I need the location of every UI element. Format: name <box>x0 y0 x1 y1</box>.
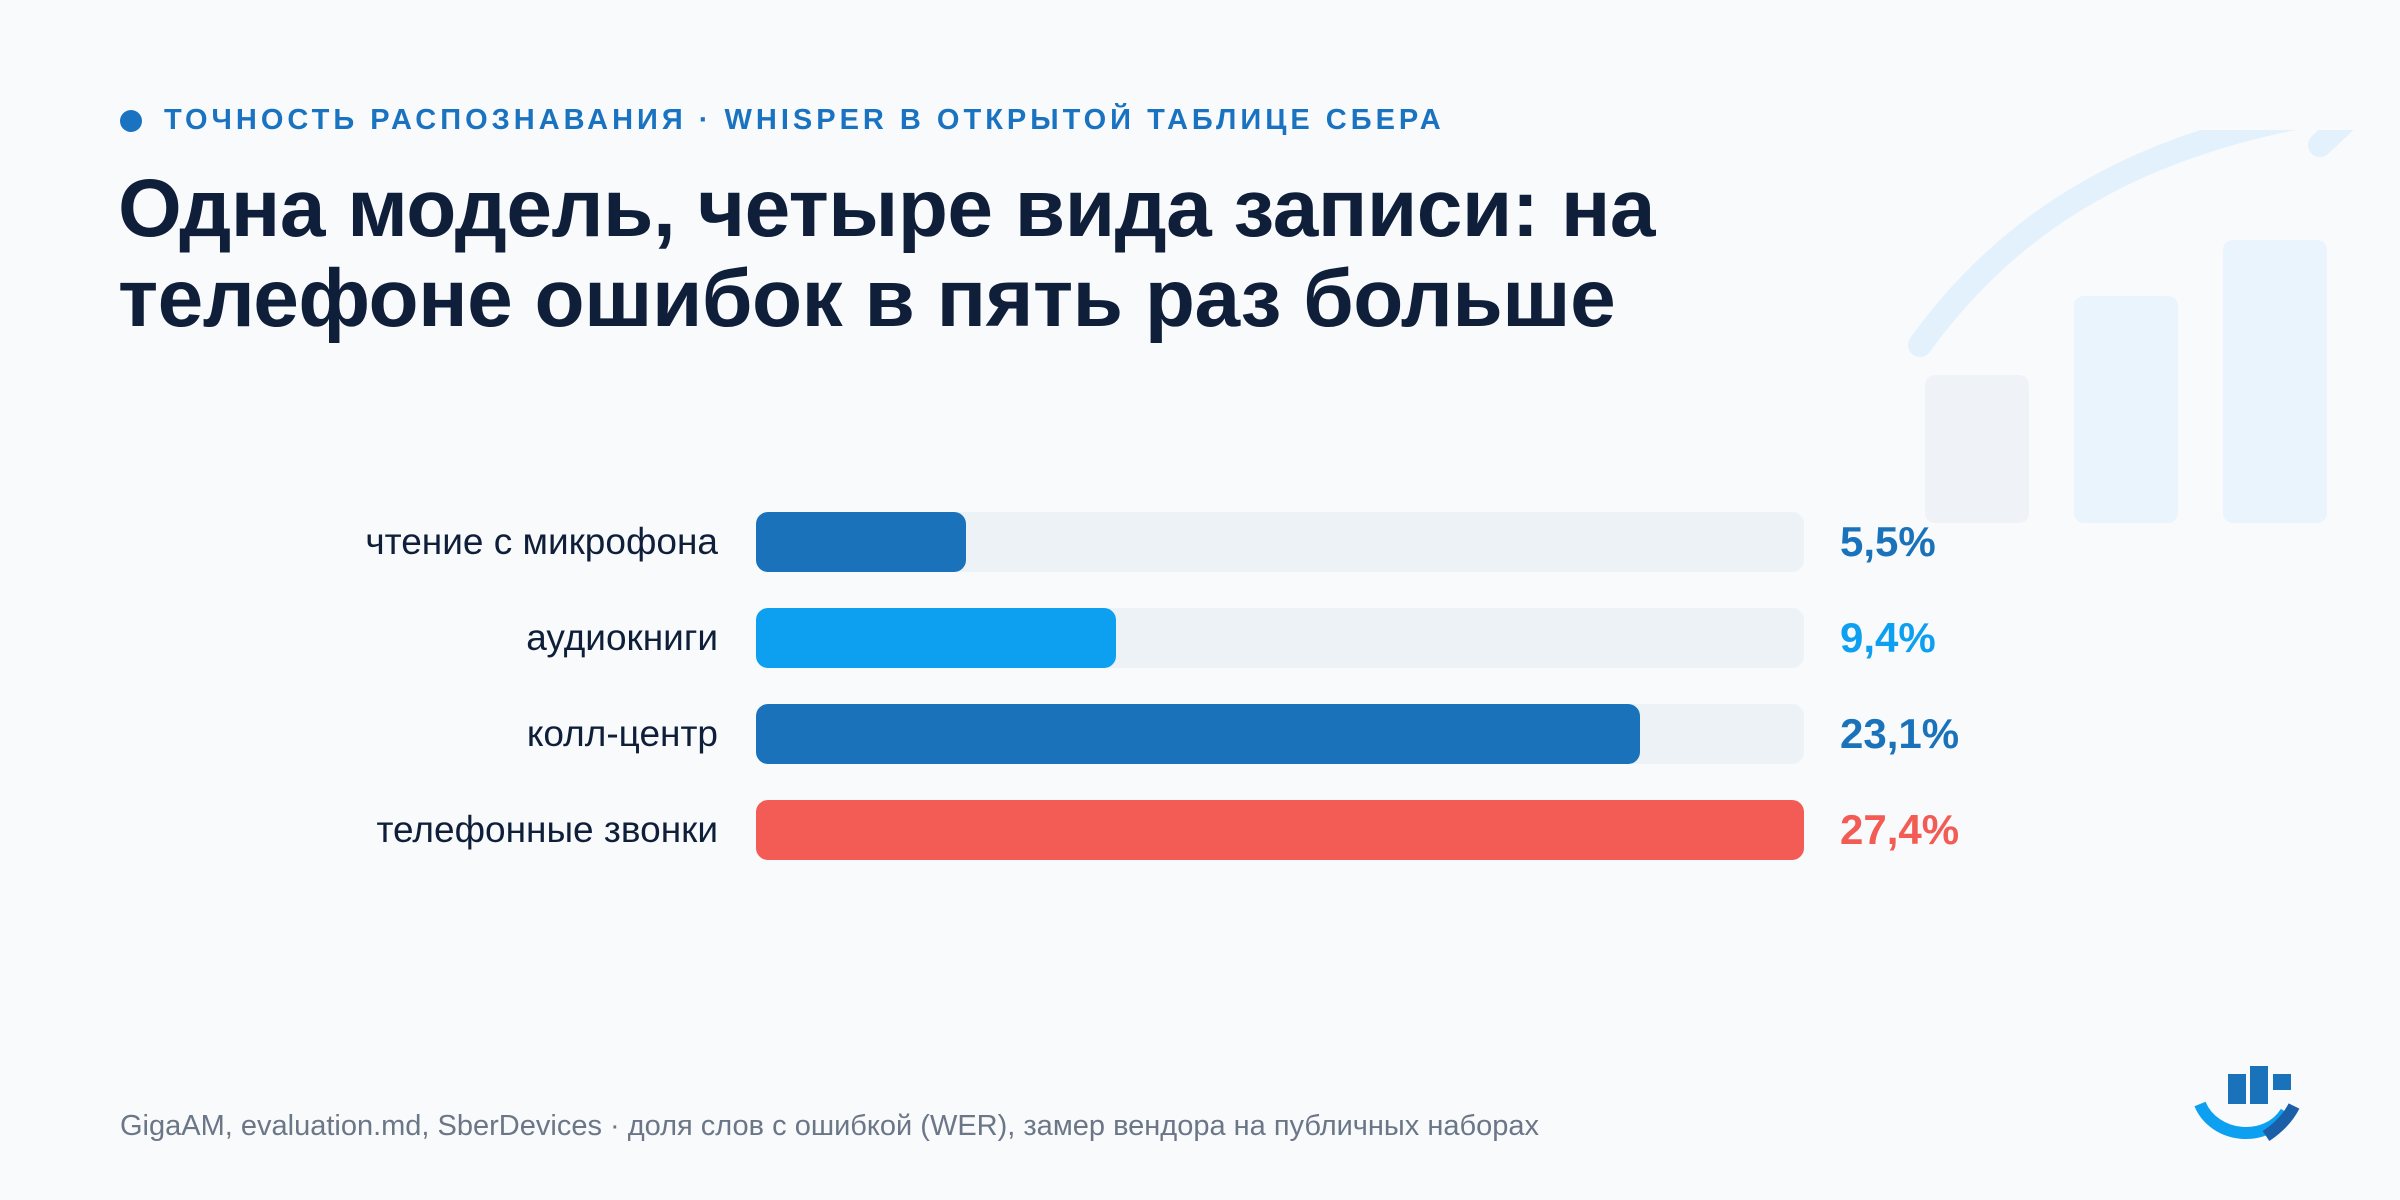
bar <box>756 704 1640 764</box>
bar <box>756 800 1804 860</box>
bar <box>756 608 1116 668</box>
page-title: Одна модель, четыре вида записи: на теле… <box>118 163 1656 344</box>
category-label: аудиокниги <box>526 617 718 658</box>
kicker-text: ТОЧНОСТЬ РАСПОЗНАВАНИЯ · WHISPER В ОТКРЫ… <box>164 104 1445 136</box>
bar-chart-growth-icon <box>1908 130 2354 523</box>
value-label: 23,1% <box>1840 710 1960 757</box>
category-label: колл-центр <box>526 713 718 754</box>
source-note: GigaAM, evaluation.md, SberDevices · дол… <box>120 1110 1539 1142</box>
value-label: 27,4% <box>1840 806 1960 853</box>
kicker-dot-icon <box>120 109 142 132</box>
kicker: ТОЧНОСТЬ РАСПОЗНАВАНИЯ · WHISPER В ОТКРЫ… <box>120 104 1445 137</box>
category-label: телефонные звонки <box>376 809 718 850</box>
logo-icon <box>2194 1066 2300 1141</box>
value-label: 9,4% <box>1840 614 1936 661</box>
bar <box>756 512 966 572</box>
value-label: 5,5% <box>1840 518 1936 565</box>
category-label: чтение с микрофона <box>365 521 718 562</box>
